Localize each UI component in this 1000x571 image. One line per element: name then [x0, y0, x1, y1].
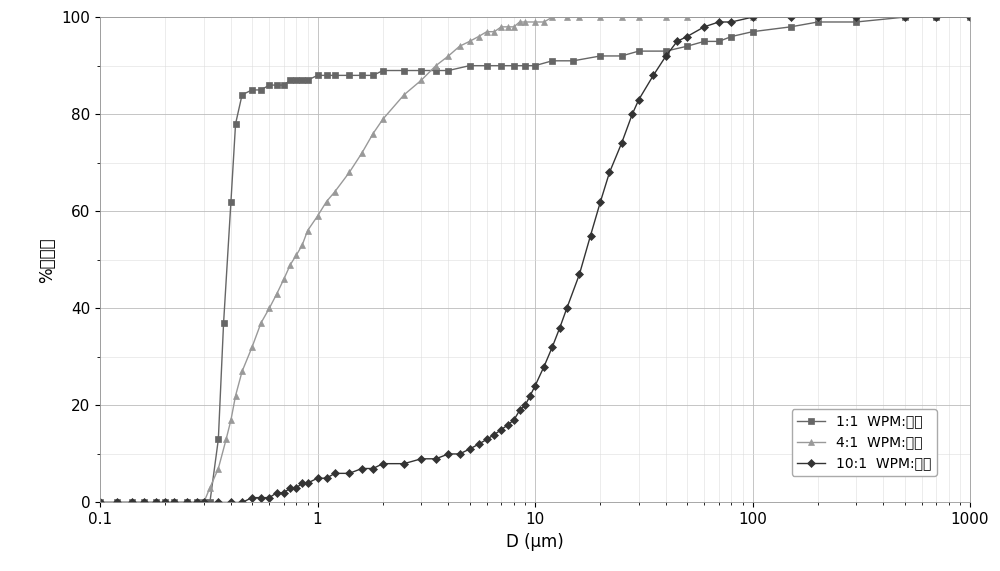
10:1  WPM:果胶 [746, 14, 759, 21]
Line: 1:1  WPM:果胶: 1:1 WPM:果胶 [97, 14, 973, 506]
Y-axis label: %总体积: %总体积 [38, 237, 56, 283]
10:1  WPM:果胶 [964, 14, 976, 21]
1:1  WPM:果胶 [94, 499, 106, 506]
10:1  WPM:果胶 [94, 499, 106, 506]
1:1  WPM:果胶 [236, 91, 248, 98]
10:1  WPM:果胶 [495, 426, 507, 433]
4:1  WPM:果胶 [236, 368, 248, 375]
1:1  WPM:果胶 [168, 499, 180, 506]
4:1  WPM:果胶 [271, 290, 283, 297]
4:1  WPM:果胶 [204, 484, 216, 491]
4:1  WPM:果胶 [255, 319, 267, 326]
Legend: 1:1  WPM:果胶, 4:1  WPM:果胶, 10:1  WPM:果胶: 1:1 WPM:果胶, 4:1 WPM:果胶, 10:1 WPM:果胶 [792, 409, 937, 476]
10:1  WPM:果胶 [302, 480, 314, 486]
4:1  WPM:果胶 [964, 14, 976, 21]
4:1  WPM:果胶 [278, 276, 290, 283]
10:1  WPM:果胶 [681, 33, 693, 40]
1:1  WPM:果胶 [126, 499, 138, 506]
4:1  WPM:果胶 [546, 14, 558, 21]
1:1  WPM:果胶 [899, 14, 911, 21]
10:1  WPM:果胶 [671, 38, 683, 45]
4:1  WPM:果胶 [464, 38, 476, 45]
1:1  WPM:果胶 [367, 72, 379, 79]
Line: 10:1  WPM:果胶: 10:1 WPM:果胶 [97, 14, 973, 505]
X-axis label: D (μm): D (μm) [506, 533, 564, 551]
10:1  WPM:果胶 [198, 499, 210, 506]
1:1  WPM:果胶 [198, 499, 210, 506]
Line: 4:1  WPM:果胶: 4:1 WPM:果胶 [97, 14, 973, 506]
1:1  WPM:果胶 [964, 14, 976, 21]
1:1  WPM:果胶 [546, 57, 558, 64]
10:1  WPM:果胶 [271, 489, 283, 496]
4:1  WPM:果胶 [94, 499, 106, 506]
